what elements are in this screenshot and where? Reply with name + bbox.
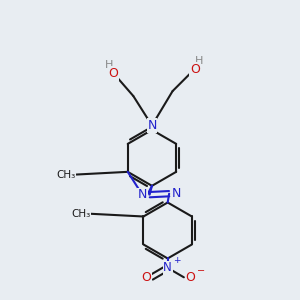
Text: O: O [190,63,200,76]
Text: CH₃: CH₃ [71,209,90,219]
Text: O: O [185,271,195,284]
Text: O: O [141,271,151,284]
Text: H: H [105,60,113,70]
Text: −: − [197,266,205,276]
Text: +: + [173,256,181,265]
Text: N: N [172,187,181,200]
Text: CH₃: CH₃ [56,169,76,179]
Text: N: N [147,119,157,132]
Text: H: H [194,56,203,66]
Text: O: O [108,67,118,80]
Text: N: N [163,261,172,274]
Text: N: N [138,188,147,201]
